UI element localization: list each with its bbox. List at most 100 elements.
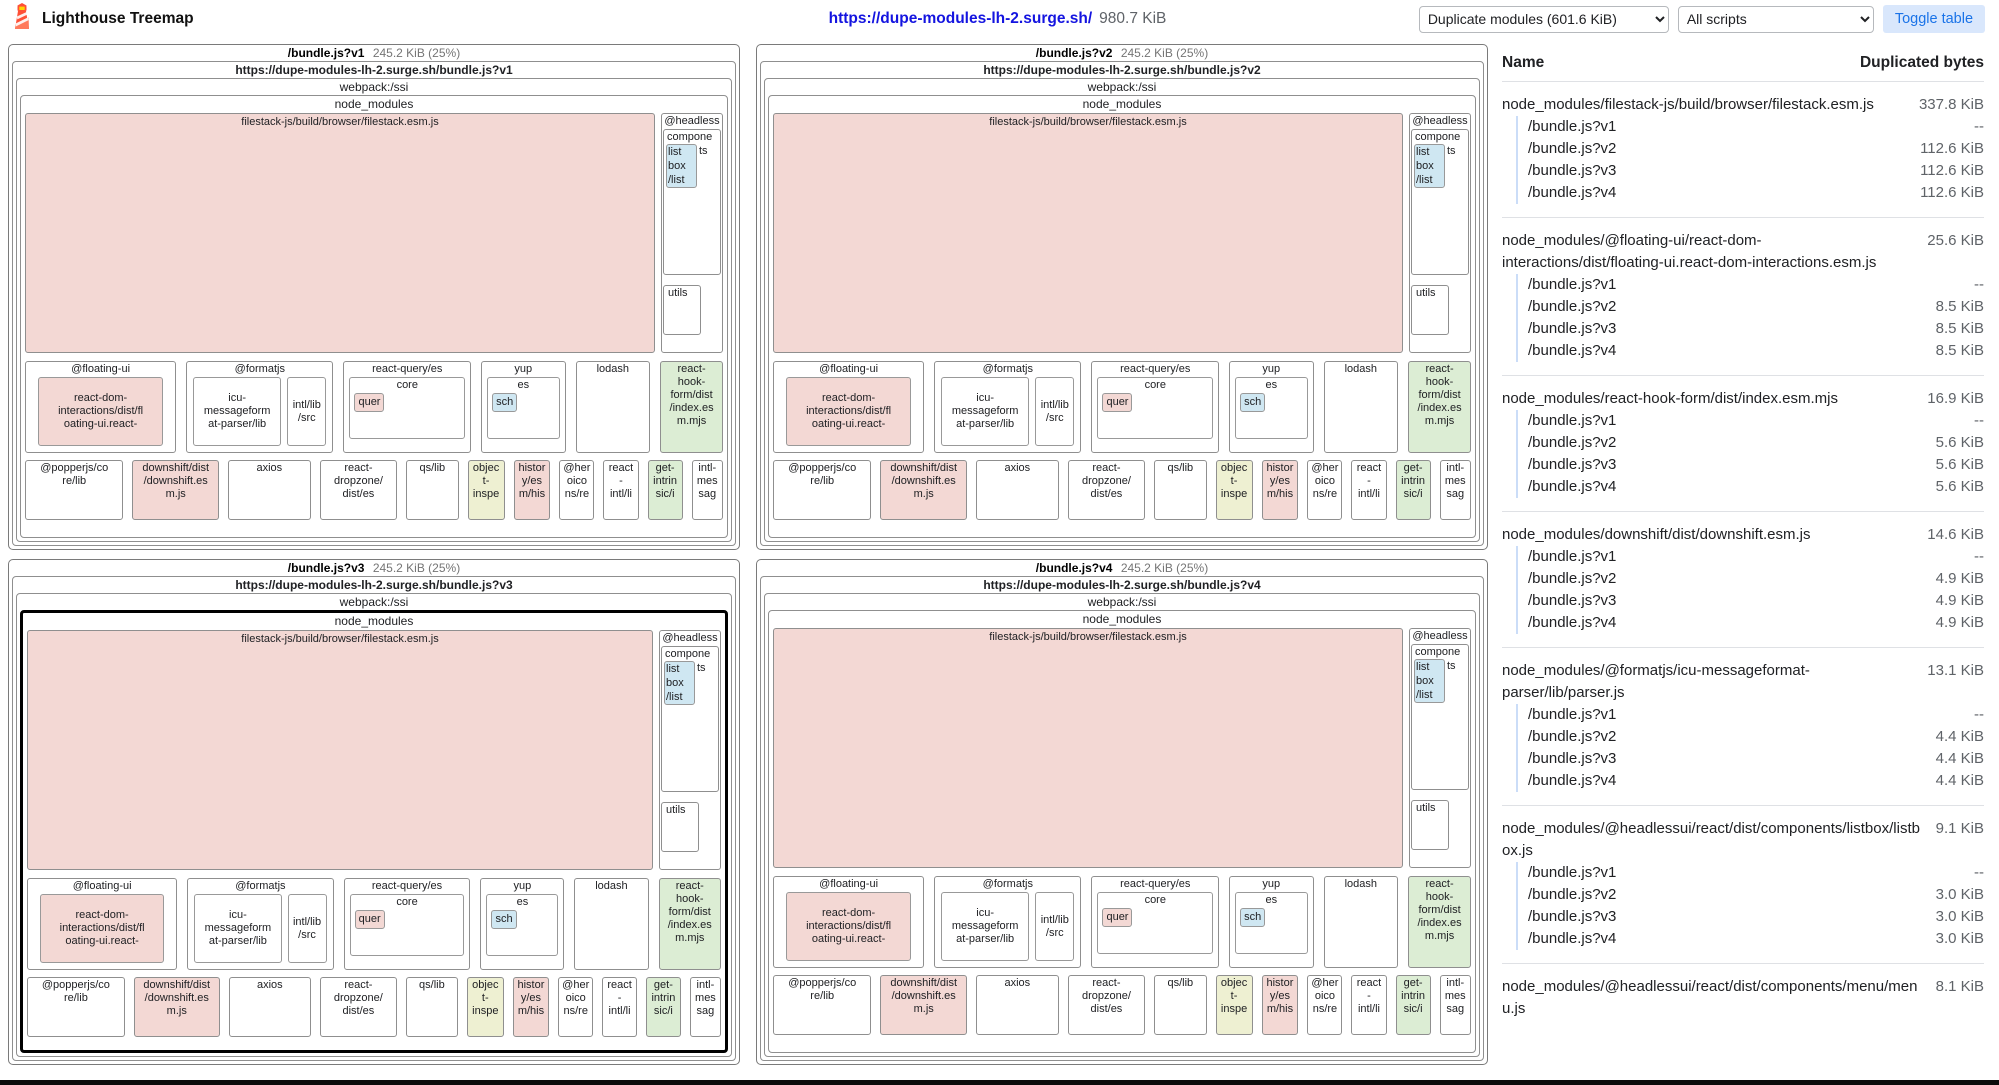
treemap-node-react-query-es[interactable]: react-query/es core quer bbox=[343, 878, 471, 970]
toggle-table-button[interactable]: Toggle table bbox=[1882, 5, 1986, 33]
treemap-node-lodash[interactable]: lodash bbox=[1323, 876, 1399, 968]
treemap-node-get-intrinsic[interactable]: get-intrin sic/i bbox=[1395, 460, 1431, 520]
treemap-node-react-query-es-inner[interactable]: core quer bbox=[1097, 892, 1214, 954]
treemap-node-react-query-es[interactable]: react-query/es core quer bbox=[1091, 361, 1220, 453]
treemap-node-react-intl[interactable]: react - intl/li bbox=[1351, 975, 1387, 1035]
treemap-node-lodash[interactable]: lodash bbox=[574, 878, 649, 970]
treemap-node-script-url[interactable]: https://dupe-modules-lh-2.surge.sh/bundl… bbox=[760, 61, 1484, 546]
treemap-node-bundle[interactable]: /bundle.js?v3 245.2 KiB (25%) https://du… bbox=[8, 559, 740, 1065]
treemap-node-chip[interactable]: icu-messageform at-parser/lib bbox=[941, 892, 1030, 961]
treemap-node-chip[interactable]: intl/lib/src bbox=[287, 377, 327, 446]
treemap-node-script-url[interactable]: https://dupe-modules-lh-2.surge.sh/bundl… bbox=[760, 576, 1484, 1061]
treemap-node-webpack-ssi[interactable]: webpack:/ssi node_modules filestack-js/b… bbox=[764, 593, 1480, 1057]
treemap-node-bundle[interactable]: /bundle.js?v4 245.2 KiB (25%) https://du… bbox=[756, 559, 1488, 1065]
treemap-node-react-query-es-inner[interactable]: core quer bbox=[1097, 377, 1214, 439]
treemap-node-downshift[interactable]: downshift/dist/downshift.es m.js bbox=[132, 460, 219, 520]
treemap-node-chip[interactable]: quer bbox=[1102, 393, 1133, 412]
treemap-node-filestack[interactable]: filestack-js/build/browser/filestack.esm… bbox=[27, 630, 653, 870]
treemap-node-popperjs-core[interactable]: @popperjs/co re/lib bbox=[773, 460, 872, 520]
treemap-node-node-modules[interactable]: node_modules filestack-js/build/browser/… bbox=[768, 95, 1476, 538]
treemap-node-components[interactable]: compone list box /list ts bbox=[661, 646, 719, 792]
treemap-node-downshift[interactable]: downshift/dist/downshift.es m.js bbox=[133, 977, 220, 1037]
treemap-node-floating-ui[interactable]: @floating-ui react-dom-interactions/dist/… bbox=[27, 878, 178, 970]
treemap-node-chip[interactable]: sch bbox=[1240, 393, 1266, 412]
treemap-node-downshift[interactable]: downshift/dist/downshift.es m.js bbox=[880, 975, 967, 1035]
treemap-node-axios[interactable]: axios bbox=[227, 460, 311, 520]
treemap-node-react-query-es[interactable]: react-query/es core quer bbox=[1091, 876, 1220, 968]
treemap-node-chip[interactable]: intl/lib/src bbox=[1035, 377, 1075, 446]
treemap-node-heroicons[interactable]: @her oico ns/re bbox=[558, 977, 594, 1037]
treemap-node-react-dropzone[interactable]: react-dropzone/dist/es bbox=[319, 977, 397, 1037]
treemap-node-yup-inner[interactable]: es sch bbox=[1235, 377, 1308, 439]
treemap-node-react-query-es-inner[interactable]: core quer bbox=[349, 377, 466, 439]
treemap-node-react-intl[interactable]: react - intl/li bbox=[602, 977, 637, 1037]
treemap-node-intl-messageformat[interactable]: intl-mes sag bbox=[689, 977, 722, 1037]
treemap-node-object-inspect[interactable]: objec t-inspe bbox=[1215, 975, 1253, 1035]
treemap-node-floating-ui[interactable]: @floating-ui react-dom-interactions/dist/… bbox=[773, 876, 925, 968]
script-filter-select[interactable]: All scripts bbox=[1677, 5, 1874, 33]
treemap-node-listbox[interactable]: list box /list bbox=[1414, 659, 1445, 703]
treemap-node-bundle[interactable]: /bundle.js?v1 245.2 KiB (25%) https://du… bbox=[8, 44, 740, 550]
treemap-node-filestack[interactable]: filestack-js/build/browser/filestack.esm… bbox=[773, 113, 1403, 353]
treemap-node-qs-lib[interactable]: qs/lib bbox=[1154, 975, 1207, 1035]
treemap-node-popperjs-core[interactable]: @popperjs/co re/lib bbox=[773, 975, 872, 1035]
treemap-node-object-inspect[interactable]: objec t-inspe bbox=[466, 977, 504, 1037]
treemap-node-listbox[interactable]: list box /list bbox=[664, 661, 695, 705]
treemap-node-formatjs[interactable]: @formatjs icu-messageform at-parser/lib int… bbox=[186, 361, 334, 453]
treemap-node-chip[interactable]: react-dom-interactions/dist/fl oating-ui.… bbox=[40, 894, 165, 963]
treemap-node-popperjs-core[interactable]: @popperjs/co re/lib bbox=[25, 460, 124, 520]
treemap-node-chip[interactable]: sch bbox=[492, 393, 518, 412]
treemap-node-node-modules[interactable]: node_modules filestack-js/build/browser/… bbox=[20, 95, 728, 538]
treemap-node-floating-ui[interactable]: @floating-ui react-dom-interactions/dist/… bbox=[25, 361, 177, 453]
treemap-node-qs-lib[interactable]: qs/lib bbox=[1154, 460, 1207, 520]
treemap-node-chip[interactable]: icu-messageform at-parser/lib bbox=[194, 894, 282, 963]
treemap-node-heroicons[interactable]: @her oico ns/re bbox=[1307, 460, 1343, 520]
treemap-node-yup-inner[interactable]: es sch bbox=[1235, 892, 1308, 954]
treemap-node-react-dropzone[interactable]: react-dropzone/dist/es bbox=[319, 460, 398, 520]
treemap-node-chip[interactable]: intl/lib/src bbox=[287, 894, 327, 963]
treemap-node-lodash[interactable]: lodash bbox=[575, 361, 651, 453]
treemap-node-floating-ui[interactable]: @floating-ui react-dom-interactions/dist/… bbox=[773, 361, 925, 453]
treemap-node-get-intrinsic[interactable]: get-intrin sic/i bbox=[645, 977, 681, 1037]
treemap-node-yup-inner[interactable]: es sch bbox=[487, 377, 560, 439]
treemap-node-formatjs[interactable]: @formatjs icu-messageform at-parser/lib int… bbox=[934, 361, 1082, 453]
treemap-node-utils[interactable]: utils bbox=[1411, 800, 1449, 850]
treemap-node-components[interactable]: compone list box /list ts bbox=[663, 129, 721, 275]
treemap-node-chip[interactable]: quer bbox=[354, 393, 385, 412]
treemap-node-axios[interactable]: axios bbox=[975, 460, 1059, 520]
treemap-node-qs-lib[interactable]: qs/lib bbox=[406, 460, 459, 520]
treemap-node-bundle[interactable]: /bundle.js?v2 245.2 KiB (25%) https://du… bbox=[756, 44, 1488, 550]
treemap-node-history-esm[interactable]: histor y/es m/his bbox=[512, 977, 550, 1037]
treemap-node-chip[interactable]: react-dom-interactions/dist/fl oating-ui.… bbox=[38, 377, 164, 446]
treemap-node-chip[interactable]: react-dom-interactions/dist/fl oating-ui.… bbox=[786, 377, 912, 446]
treemap-node-get-intrinsic[interactable]: get-intrin sic/i bbox=[647, 460, 683, 520]
treemap-node-react-hook-form[interactable]: react-hook-form/dist/index.es m.mjs bbox=[660, 361, 723, 453]
treemap-node-intl-messageformat[interactable]: intl-mes sag bbox=[691, 460, 723, 520]
treemap-node-webpack-ssi[interactable]: webpack:/ssi node_modules filestack-js/b… bbox=[16, 593, 732, 1057]
treemap-node-chip[interactable]: icu-messageform at-parser/lib bbox=[941, 377, 1030, 446]
treemap-node-intl-messageformat[interactable]: intl-mes sag bbox=[1439, 460, 1471, 520]
treemap-node-headlessui[interactable]: @headless compone list box /list bbox=[661, 113, 723, 353]
treemap-node-script-url[interactable]: https://dupe-modules-lh-2.surge.sh/bundl… bbox=[12, 576, 736, 1061]
treemap-node-intl-messageformat[interactable]: intl-mes sag bbox=[1439, 975, 1471, 1035]
treemap-node-react-hook-form[interactable]: react-hook-form/dist/index.es m.mjs bbox=[658, 878, 721, 970]
treemap-node-components[interactable]: compone list box /list ts bbox=[1411, 129, 1469, 275]
treemap-node-lodash[interactable]: lodash bbox=[1323, 361, 1399, 453]
treemap-node-node-modules[interactable]: node_modules filestack-js/build/browser/… bbox=[20, 610, 728, 1053]
treemap-node-listbox[interactable]: list box /list bbox=[666, 144, 697, 188]
treemap-node-heroicons[interactable]: @her oico ns/re bbox=[559, 460, 595, 520]
treemap-node-yup-inner[interactable]: es sch bbox=[486, 894, 559, 956]
treemap-node-history-esm[interactable]: histor y/es m/his bbox=[1261, 975, 1299, 1035]
treemap-node-filestack[interactable]: filestack-js/build/browser/filestack.esm… bbox=[773, 628, 1403, 868]
treemap-node-heroicons[interactable]: @her oico ns/re bbox=[1307, 975, 1343, 1035]
treemap-node-utils[interactable]: utils bbox=[663, 285, 701, 335]
treemap-node-formatjs[interactable]: @formatjs icu-messageform at-parser/lib int… bbox=[187, 878, 334, 970]
treemap-node-get-intrinsic[interactable]: get-intrin sic/i bbox=[1395, 975, 1431, 1035]
treemap-node-listbox[interactable]: list box /list bbox=[1414, 144, 1445, 188]
treemap-node-downshift[interactable]: downshift/dist/downshift.es m.js bbox=[880, 460, 967, 520]
treemap-node-react-query-es-inner[interactable]: core quer bbox=[349, 894, 465, 956]
treemap-node-chip[interactable]: react-dom-interactions/dist/fl oating-ui.… bbox=[786, 892, 912, 961]
treemap-node-yup[interactable]: yup es sch bbox=[1229, 361, 1314, 453]
treemap-node-utils[interactable]: utils bbox=[1411, 285, 1449, 335]
treemap-node-headlessui[interactable]: @headless compone list box /list bbox=[659, 630, 721, 870]
